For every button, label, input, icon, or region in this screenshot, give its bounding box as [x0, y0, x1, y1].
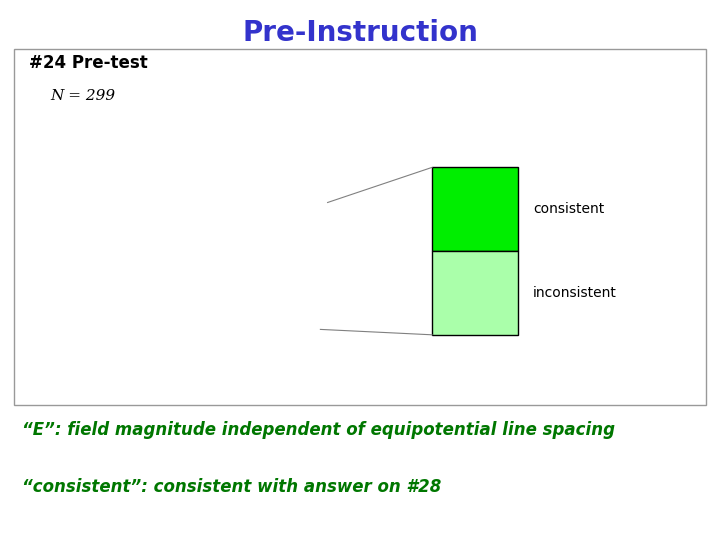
Text: “E”: field magnitude independent of equipotential line spacing: “E”: field magnitude independent of equi… — [22, 421, 615, 439]
Wedge shape — [256, 208, 385, 346]
Text: C: C — [251, 56, 261, 71]
Text: “consistent”: consistent with answer on #28: “consistent”: consistent with answer on … — [22, 478, 441, 496]
Text: #24 Pre-test: #24 Pre-test — [29, 54, 148, 72]
Text: E: E — [400, 212, 410, 227]
Wedge shape — [256, 103, 383, 232]
Text: D: D — [68, 251, 80, 266]
Text: consistent: consistent — [533, 202, 604, 216]
Text: A,B: A,B — [282, 390, 307, 406]
Text: Pre-Instruction: Pre-Instruction — [242, 19, 478, 47]
Text: inconsistent: inconsistent — [533, 286, 616, 300]
Wedge shape — [239, 232, 318, 362]
Wedge shape — [126, 103, 256, 361]
Text: N = 299: N = 299 — [50, 89, 115, 103]
